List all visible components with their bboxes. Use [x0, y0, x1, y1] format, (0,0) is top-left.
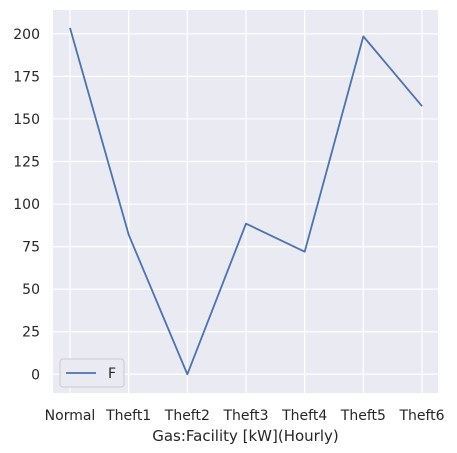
series-line-F	[69, 27, 423, 376]
y-tick-label: 75	[22, 240, 40, 256]
y-tick-label: 0	[31, 367, 40, 383]
x-tick-label: Normal	[45, 408, 96, 424]
y-tick-label: 150	[13, 112, 40, 128]
y-tick-label: 200	[13, 27, 40, 43]
series-lines	[69, 27, 423, 376]
legend: F	[59, 358, 125, 388]
x-tick-label: Theft1	[105, 408, 151, 424]
x-tick-label: Theft6	[398, 408, 444, 424]
y-tick-labels: 0 25 50 75 100 125 150 175 200	[13, 27, 40, 383]
y-tick-label: 25	[22, 325, 40, 341]
x-axis-label: Gas:Facility [kW](Hourly)	[152, 427, 339, 445]
x-tick-label: Theft5	[340, 408, 386, 424]
x-tick-label: Theft2	[164, 408, 210, 424]
x-tick-labels: Normal Theft1 Theft2 Theft3 Theft4 Theft5 Thef…	[45, 408, 445, 424]
x-tick-label: Theft3	[222, 408, 268, 424]
x-tick-label: Theft4	[281, 408, 327, 424]
y-tick-label: 100	[13, 197, 40, 213]
grid-lines	[53, 10, 438, 393]
legend-entry: F	[108, 366, 116, 382]
y-tick-label: 125	[13, 154, 40, 170]
y-tick-label: 175	[13, 69, 40, 85]
y-tick-label: 50	[22, 282, 40, 298]
